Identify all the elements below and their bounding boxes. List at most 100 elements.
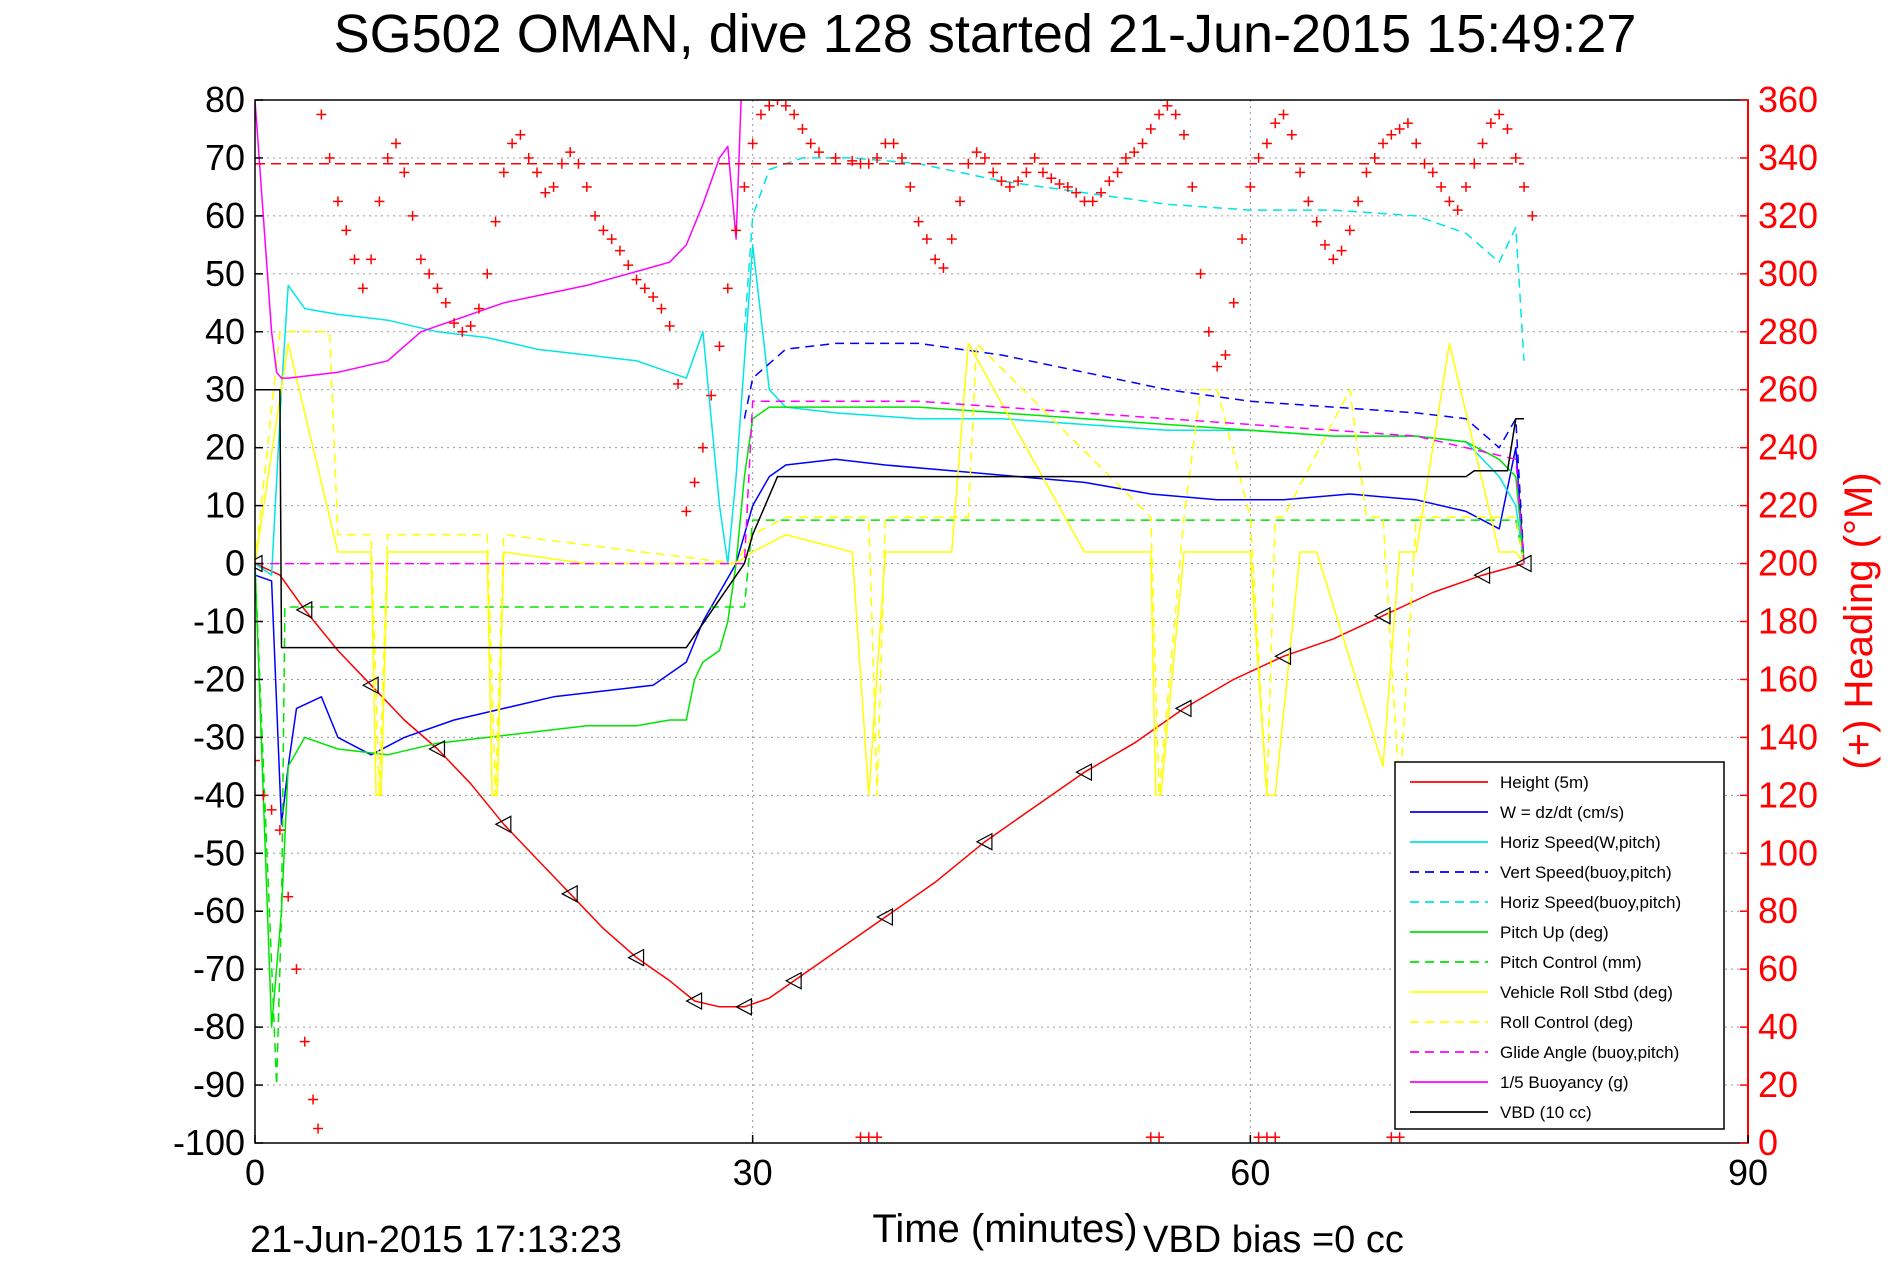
heading-marker — [407, 210, 418, 221]
heading-marker — [498, 167, 509, 178]
heading-marker — [673, 378, 684, 389]
heading-marker — [1037, 167, 1048, 178]
footer-timestamp: 21-Jun-2015 17:13:23 — [250, 1219, 622, 1261]
x-tick-label: 0 — [245, 1152, 265, 1193]
legend-label-height-5m: Height (5m) — [1500, 773, 1589, 792]
heading-marker — [1394, 123, 1405, 134]
height-marker — [295, 600, 313, 619]
height-marker — [1514, 554, 1532, 573]
y-right-tick-label: 240 — [1758, 427, 1818, 468]
heading-marker — [623, 260, 634, 271]
heading-marker — [1295, 167, 1306, 178]
heading-marker — [1361, 167, 1372, 178]
y-right-tick-label: 160 — [1758, 658, 1818, 699]
heading-marker — [747, 138, 758, 149]
heading-marker — [664, 320, 675, 331]
heading-marker — [872, 1132, 883, 1143]
heading-marker — [1386, 129, 1397, 140]
heading-marker — [697, 442, 708, 453]
y-right-tick-label: 360 — [1758, 79, 1818, 120]
y-tick-label: -80 — [193, 1006, 245, 1047]
y-tick-label: -60 — [193, 890, 245, 931]
heading-marker — [706, 390, 717, 401]
heading-marker — [979, 152, 990, 163]
heading-marker — [565, 147, 576, 158]
heading-marker — [573, 158, 584, 169]
heading-marker — [324, 152, 335, 163]
heading-marker — [1469, 158, 1480, 169]
height-marker — [1174, 699, 1192, 718]
plot-area — [255, 100, 1538, 1143]
y-tick-label: 50 — [205, 253, 245, 294]
legend-label-w-dz-dt-cm-s: W = dz/dt (cm/s) — [1500, 803, 1624, 822]
height-marker — [784, 971, 802, 990]
series-line-height-5m — [255, 562, 1525, 1008]
heading-marker — [1104, 176, 1115, 187]
heading-marker — [1419, 158, 1430, 169]
height-marker — [1274, 647, 1292, 666]
y-right-tick-label: 80 — [1758, 890, 1798, 931]
y-right-tick-label: 200 — [1758, 543, 1818, 584]
heading-marker — [1261, 138, 1272, 149]
height-marker — [494, 815, 512, 834]
heading-marker — [1195, 268, 1206, 279]
series-line-pitch-control-mm — [255, 519, 1525, 1086]
heading-marker — [963, 158, 974, 169]
y-tick-label: 80 — [205, 79, 245, 120]
heading-marker — [1154, 109, 1165, 120]
y-axis-left: 80 70 60 50 40 30 20 10 0 -10 -20 -30 -40 -50 -60 -70 -8… — [173, 79, 263, 1163]
series-line-glide-angle-buoy-pitch — [255, 400, 1525, 565]
y-tick-label: 70 — [205, 137, 245, 178]
heading-marker — [349, 254, 360, 265]
y-tick-label: -20 — [193, 658, 245, 699]
heading-marker — [1510, 152, 1521, 163]
series-line-vbd-10-cc — [255, 388, 1524, 649]
heading-marker — [1154, 1132, 1165, 1143]
heading-marker — [1519, 181, 1530, 192]
heading-marker — [1411, 138, 1422, 149]
heading-marker — [1220, 349, 1231, 360]
heading-marker — [913, 216, 924, 227]
heading-marker — [780, 100, 791, 111]
heading-marker — [847, 155, 858, 166]
y-tick-label: 0 — [225, 543, 245, 584]
height-marker — [685, 992, 703, 1011]
heading-marker — [1096, 187, 1107, 198]
series-line-w-dz-dt-cm-s — [255, 446, 1525, 826]
heading-marker — [291, 964, 302, 975]
heading-marker — [830, 152, 841, 163]
y-tick-label: -40 — [193, 774, 245, 815]
heading-marker — [399, 167, 410, 178]
y-right-tick-label: 40 — [1758, 1006, 1798, 1047]
heading-marker — [805, 138, 816, 149]
heading-marker — [1452, 205, 1463, 216]
height-marker — [1473, 566, 1491, 585]
heading-marker — [1054, 179, 1065, 190]
heading-marker — [540, 187, 551, 198]
legend-label-roll-control-deg: Roll Control (deg) — [1500, 1013, 1633, 1032]
heading-marker — [648, 292, 659, 303]
heading-marker — [1444, 196, 1455, 207]
heading-marker — [1485, 118, 1496, 129]
heading-marker — [532, 167, 543, 178]
heading-marker — [283, 891, 294, 902]
heading-marker — [1353, 196, 1364, 207]
heading-marker — [391, 138, 402, 149]
heading-marker — [789, 109, 800, 120]
heading-marker — [590, 210, 601, 221]
heading-marker — [1336, 245, 1347, 256]
height-marker — [735, 997, 752, 1016]
y-right-tick-label: 60 — [1758, 948, 1798, 989]
y-right-tick-label: 20 — [1758, 1064, 1798, 1105]
y-right-tick-label: 220 — [1758, 485, 1818, 526]
heading-marker — [473, 303, 484, 314]
heading-marker — [482, 268, 493, 279]
heading-marker — [341, 225, 352, 236]
series-line-vehicle-roll-stbd-deg — [255, 342, 1525, 797]
heading-marker — [755, 109, 766, 120]
heading-marker — [313, 1123, 324, 1134]
heading-marker — [772, 100, 783, 105]
heading-marker — [1502, 123, 1513, 134]
y-tick-label: 60 — [205, 195, 245, 236]
